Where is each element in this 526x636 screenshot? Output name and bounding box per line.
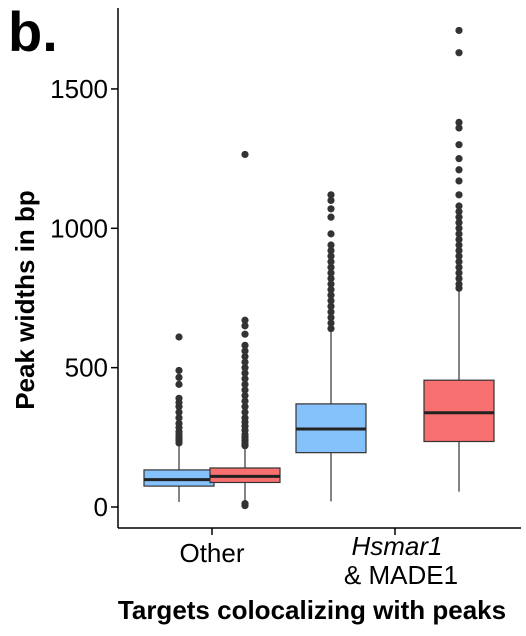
outlier-point — [455, 177, 463, 185]
outlier-point — [327, 319, 335, 327]
outlier-point — [455, 49, 463, 57]
outlier-point — [241, 364, 249, 372]
outlier-point — [327, 291, 335, 299]
outlier-point — [455, 252, 463, 260]
outlier-point — [327, 246, 335, 255]
outlier-point — [175, 333, 183, 341]
outlier-point — [455, 269, 463, 277]
outlier-point — [241, 414, 249, 422]
outlier-point — [241, 330, 249, 338]
outlier-point — [241, 500, 249, 508]
axes: 0 500 1000 1500 Other Hsmar1& MADE1 — [50, 8, 521, 590]
outlier-point — [455, 219, 463, 227]
outlier-point — [175, 366, 183, 375]
outlier-point — [241, 322, 249, 330]
outlier-point — [455, 141, 463, 149]
x-axis-title: Targets colocalizing with peaks — [118, 595, 506, 625]
outlier-point — [241, 347, 249, 355]
outlier-point — [175, 414, 183, 422]
outlier-point — [175, 408, 183, 416]
outlier-point — [327, 308, 335, 316]
outlier-point — [327, 258, 335, 266]
box-red-0 — [209, 150, 281, 510]
x-category-label-line2: & MADE1 — [344, 560, 458, 590]
outlier-point — [455, 124, 463, 132]
outlier-point — [327, 205, 335, 213]
outlier-point — [241, 341, 249, 349]
outlier-point — [455, 155, 463, 163]
outlier-point — [327, 302, 335, 310]
y-tick-label: 500 — [65, 353, 108, 383]
outlier-point — [241, 380, 249, 388]
y-tick-label: 0 — [94, 492, 108, 522]
box-red-1 — [423, 26, 495, 492]
outlier-point — [327, 269, 335, 277]
outlier-point — [327, 280, 335, 288]
outlier-point — [241, 386, 249, 394]
box-body — [143, 469, 215, 487]
outlier-point — [175, 419, 183, 427]
outlier-point — [327, 286, 335, 294]
x-category-label-italic: Hsmar1 — [351, 531, 442, 561]
outlier-point — [241, 391, 249, 400]
outlier-point — [455, 224, 463, 232]
x-category-label: Other — [179, 538, 244, 568]
box-blue-1 — [295, 191, 367, 502]
outlier-point — [241, 375, 249, 383]
outlier-point — [175, 373, 183, 382]
box-body — [423, 379, 495, 443]
outlier-point — [327, 297, 335, 305]
outlier-point — [455, 246, 463, 255]
outlier-point — [327, 252, 335, 260]
y-tick-label: 1000 — [50, 213, 108, 243]
y-axis-title: Peak widths in bp — [10, 190, 40, 410]
outlier-point — [327, 191, 335, 199]
outlier-point — [455, 280, 463, 288]
outlier-point — [455, 274, 463, 283]
outlier-point — [455, 202, 463, 210]
outlier-point — [455, 118, 463, 126]
outlier-point — [455, 235, 463, 244]
outlier-point — [455, 191, 463, 199]
outlier-point — [241, 352, 249, 361]
outlier-point — [241, 150, 249, 159]
panel-label: b. — [8, 0, 58, 63]
outlier-point — [327, 313, 335, 322]
outlier-point — [327, 213, 335, 221]
outlier-point — [241, 316, 249, 324]
outlier-point — [241, 369, 249, 377]
outlier-point — [455, 241, 463, 249]
outlier-point — [327, 274, 335, 283]
outlier-point — [455, 166, 463, 174]
outlier-point — [241, 403, 249, 411]
plot-area — [143, 26, 495, 510]
outlier-point — [241, 358, 249, 366]
outlier-point — [455, 207, 463, 216]
outlier-point — [175, 394, 183, 402]
outlier-point — [241, 397, 249, 405]
outlier-point — [327, 241, 335, 249]
outlier-point — [455, 213, 463, 221]
outlier-point — [327, 325, 335, 333]
outlier-point — [455, 263, 463, 271]
outlier-point — [327, 263, 335, 271]
box-blue-0 — [143, 333, 215, 502]
outlier-point — [455, 258, 463, 266]
outlier-point — [455, 26, 463, 35]
outlier-point — [455, 230, 463, 238]
outlier-point — [175, 380, 183, 388]
outlier-point — [327, 230, 335, 238]
outlier-point — [327, 196, 335, 205]
outlier-point — [241, 408, 249, 416]
y-tick-label: 1500 — [50, 74, 108, 104]
